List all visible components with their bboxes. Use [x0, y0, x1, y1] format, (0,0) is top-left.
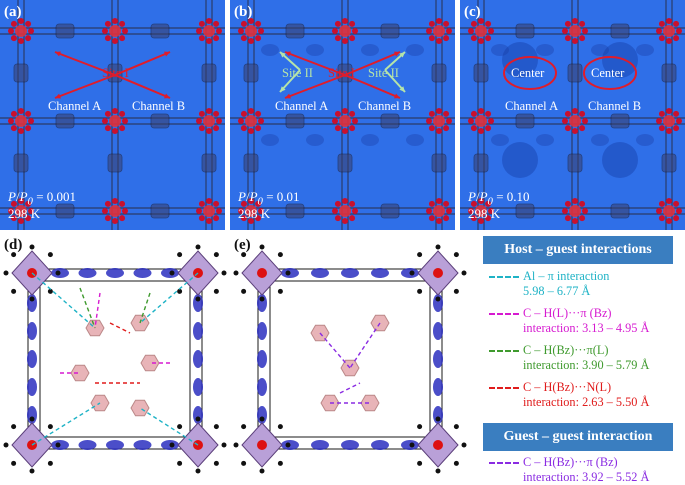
- panel-label-b: (b): [234, 4, 253, 20]
- site2-right-label-b: Site II: [368, 66, 399, 80]
- legend-dash-ch-bz-pi-bz: [489, 462, 519, 465]
- density-map-b: [230, 0, 455, 230]
- interaction-legend: Host – guest interactions Al – π interac…: [481, 233, 685, 485]
- temperature-label-c: 298 K: [468, 206, 501, 221]
- panel-e: (e): [230, 233, 470, 485]
- legend-dash-al-pi: [489, 276, 519, 279]
- site2-left-label-b: Site II: [282, 66, 313, 80]
- panel-a: (a) Site I Channel A Channel B P/P0 = 0.…: [0, 0, 225, 230]
- structure-e: [230, 233, 470, 485]
- panel-b: (b) Site II Site I Site II Channel A Cha…: [230, 0, 455, 230]
- channel-b-label-a: Channel B: [132, 99, 186, 113]
- structure-d: [0, 233, 230, 485]
- guest-guest-header: Guest – guest interaction: [483, 423, 673, 451]
- site1-label-b: Site I: [328, 66, 355, 80]
- legend-item-ch-l-pi-bz: C – H(L)···π (Bz) interaction: 3.13 – 4.…: [489, 306, 685, 336]
- legend-item-ch-bz-pi-bz: C – H(Bz)···π (Bz) interaction: 3.92 – 5…: [489, 455, 685, 485]
- panel-label-a: (a): [4, 4, 22, 20]
- pressure-label-b: P/P0 = 0.01: [238, 189, 300, 208]
- legend-dash-ch-l-pi-bz: [489, 313, 519, 316]
- legend-dash-ch-bz-pi-l: [489, 350, 519, 353]
- temperature-label-a: 298 K: [8, 206, 41, 221]
- temperature-label-b: 298 K: [238, 206, 271, 221]
- channel-b-label-b: Channel B: [358, 99, 412, 113]
- panel-d: (d): [0, 233, 230, 485]
- density-map-a: [0, 0, 225, 230]
- pressure-label-c: P/P0 = 0.10: [468, 189, 530, 208]
- panel-label-c: (c): [464, 4, 481, 20]
- panel-label-e: (e): [234, 237, 251, 253]
- legend-item-al-pi: Al – π interaction 5.98 – 6.77 Å: [489, 269, 685, 299]
- channel-a-label-c: Channel A: [505, 99, 559, 113]
- channel-a-label-b: Channel A: [275, 99, 329, 113]
- pressure-label-a: P/P0 = 0.001: [8, 189, 77, 208]
- panel-c: (c) Center Center Channel A Channel B P/…: [460, 0, 685, 230]
- legend-item-ch-bz-pi-l: C – H(Bz)···π(L) interaction: 3.90 – 5.7…: [489, 343, 685, 373]
- channel-a-label-a: Channel A: [48, 99, 102, 113]
- density-map-c: [460, 0, 685, 230]
- host-guest-header: Host – guest interactions: [483, 236, 673, 264]
- center-right-label-c: Center: [591, 66, 625, 80]
- center-left-label-c: Center: [511, 66, 545, 80]
- legend-dash-ch-bz-n-l: [489, 387, 519, 390]
- panel-label-d: (d): [4, 237, 23, 253]
- channel-b-label-c: Channel B: [588, 99, 642, 113]
- legend-item-ch-bz-n-l: C – H(Bz)···N(L) interaction: 2.63 – 5.5…: [489, 380, 685, 410]
- site1-label-a: Site I: [102, 66, 129, 80]
